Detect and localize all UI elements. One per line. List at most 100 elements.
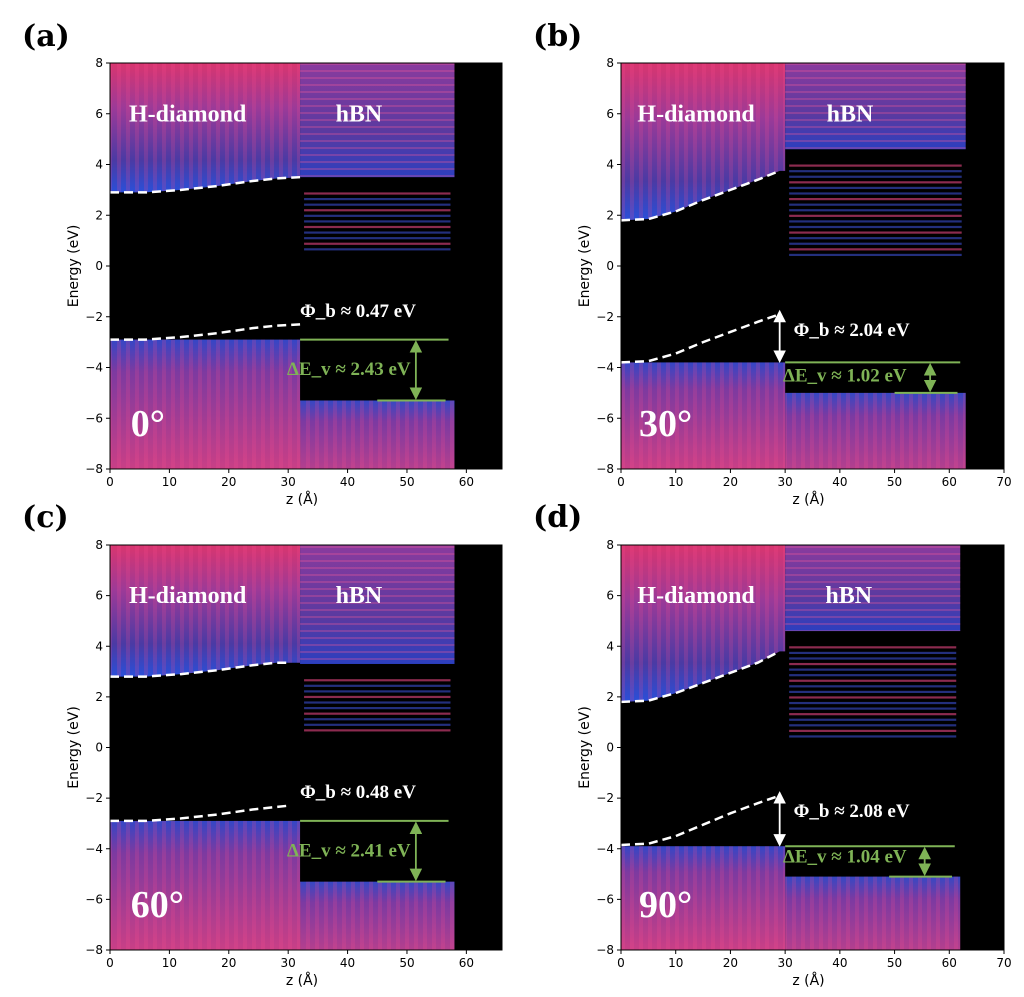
hbn-valence-stripes xyxy=(300,881,455,950)
angle-label: 0° xyxy=(131,403,165,445)
x-tick-label: 20 xyxy=(723,956,738,970)
hbn-gap-state xyxy=(304,220,451,223)
panel-letter: (d) xyxy=(533,500,582,535)
hbn-gap-state xyxy=(789,707,957,710)
x-tick-label: 20 xyxy=(723,475,738,489)
y-tick-label: 8 xyxy=(95,56,103,70)
y-tick-label: −4 xyxy=(596,842,614,856)
x-tick-label: 10 xyxy=(162,956,177,970)
x-tick-label: 40 xyxy=(340,956,355,970)
hbn-gap-state xyxy=(304,718,451,721)
hbn-gap-state xyxy=(789,724,957,727)
hbn-gap-state xyxy=(789,685,957,688)
y-tick-label: −8 xyxy=(596,943,614,957)
y-axis-label: Energy (eV) xyxy=(66,225,82,308)
hbn-gap-state xyxy=(304,684,451,687)
y-tick-label: −6 xyxy=(85,892,103,906)
hbn-gap-state xyxy=(789,679,957,682)
hbn-gap-state xyxy=(789,253,962,257)
y-tick-label: −2 xyxy=(596,791,614,805)
hbn-gap-state xyxy=(304,248,451,251)
hbn-gap-state xyxy=(789,668,957,671)
hbn-gap-state xyxy=(789,735,957,738)
hbn-gap-state xyxy=(304,237,451,240)
diamond-valence-stripes xyxy=(621,362,786,469)
hbn-gap-state xyxy=(304,729,451,732)
hbn-gap-state xyxy=(789,231,962,234)
hbn-gap-state xyxy=(304,225,451,229)
hbn-conduction-stripes xyxy=(300,545,455,664)
x-tick-label: 30 xyxy=(778,956,793,970)
y-tick-label: −2 xyxy=(85,791,103,805)
x-tick-label: 10 xyxy=(668,956,683,970)
region-label-h-diamond: H-diamond xyxy=(637,101,755,127)
y-tick-label: 4 xyxy=(95,639,103,653)
hbn-valence-stripes xyxy=(300,400,455,469)
conduction-band-edge-line xyxy=(620,650,781,704)
hbn-gap-state xyxy=(789,729,957,732)
x-tick-label: 0 xyxy=(617,956,625,970)
y-tick-label: −4 xyxy=(85,361,103,375)
hbn-gap-state xyxy=(789,248,962,251)
angle-label: 60° xyxy=(131,884,184,926)
hbn-gap-state xyxy=(304,690,451,693)
hbn-gap-state xyxy=(789,242,962,245)
y-tick-label: −6 xyxy=(596,892,614,906)
region-label-hbn: hBN xyxy=(336,583,383,609)
hbn-gap-state xyxy=(304,701,451,704)
x-axis-label: z (Å) xyxy=(286,972,318,989)
region-label-hbn: hBN xyxy=(336,101,383,127)
x-tick-label: 60 xyxy=(459,475,474,489)
valence-band-edge-line xyxy=(110,804,289,823)
barrier-height-label: Φ_b ≈ 2.08 eV xyxy=(794,801,910,822)
hbn-gap-state xyxy=(789,214,962,217)
x-tick-label: 20 xyxy=(221,475,236,489)
diamond-valence-stripes xyxy=(621,846,786,950)
angle-label: 30° xyxy=(639,403,692,445)
x-tick-label: 0 xyxy=(617,475,625,489)
valence-offset-label: ΔE_v ≈ 2.43 eV xyxy=(287,359,411,380)
conduction-band-edge-line xyxy=(110,661,289,678)
hbn-gap-state xyxy=(789,662,957,666)
y-tick-label: 6 xyxy=(606,107,614,121)
x-axis-label: z (Å) xyxy=(792,491,824,508)
x-tick-label: 30 xyxy=(778,475,793,489)
hbn-gap-state xyxy=(304,679,451,682)
hbn-gap-state xyxy=(789,701,957,705)
y-tick-label: 4 xyxy=(606,158,614,172)
region-label-h-diamond: H-diamond xyxy=(637,583,755,609)
y-tick-label: −8 xyxy=(85,943,103,957)
conduction-band-edge-line xyxy=(620,169,781,222)
x-tick-label: 50 xyxy=(887,475,902,489)
x-tick-label: 60 xyxy=(459,956,474,970)
hbn-gap-state xyxy=(789,203,962,206)
x-tick-label: 70 xyxy=(996,956,1011,970)
x-tick-label: 40 xyxy=(832,475,847,489)
y-tick-label: −6 xyxy=(85,411,103,425)
x-tick-label: 0 xyxy=(106,475,114,489)
y-tick-label: 0 xyxy=(606,259,614,273)
diamond-valence-stripes xyxy=(110,820,301,950)
hbn-gap-state xyxy=(789,175,962,178)
hbn-gap-state xyxy=(789,646,957,649)
hbn-gap-state xyxy=(789,197,962,201)
hbn-gap-state xyxy=(304,707,451,710)
x-tick-label: 30 xyxy=(281,475,296,489)
valence-band-edge-line xyxy=(110,323,301,341)
x-axis-label: z (Å) xyxy=(792,972,824,989)
valence-offset-label: ΔE_v ≈ 1.02 eV xyxy=(783,365,907,386)
diamond-conduction-stripes xyxy=(110,63,301,193)
valence-band-edge-line xyxy=(620,313,781,364)
hbn-gap-state xyxy=(789,181,962,184)
hbn-gap-state xyxy=(304,209,451,212)
region-label-h-diamond: H-diamond xyxy=(129,583,247,609)
y-tick-label: 6 xyxy=(606,589,614,603)
diamond-conduction-stripes xyxy=(621,545,786,702)
x-tick-label: 70 xyxy=(996,475,1011,489)
y-tick-label: 0 xyxy=(606,741,614,755)
y-tick-label: 8 xyxy=(606,538,614,552)
hbn-gap-state xyxy=(789,718,957,721)
hbn-gap-state xyxy=(304,203,451,206)
x-tick-label: 10 xyxy=(162,475,177,489)
panel-4: (d) H-diamond hBN 90° Φ_b ≈ 2.08 eV ΔE_v ≈ 1.… xyxy=(533,500,1012,989)
